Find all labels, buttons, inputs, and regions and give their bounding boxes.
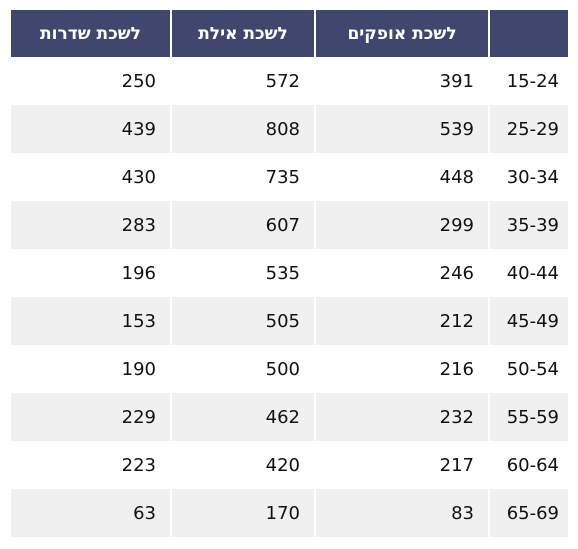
cell-sderot: 283 <box>11 201 171 249</box>
table-header-row: לשכת שדרות לשכת אילת לשכת אופקים <box>11 10 568 57</box>
cell-eilat: 572 <box>171 57 315 105</box>
column-header-age-range <box>489 10 568 57</box>
table-row: 196 535 246 40-44 <box>11 249 568 297</box>
cell-eilat: 170 <box>171 489 315 537</box>
table-row: 283 607 299 35-39 <box>11 201 568 249</box>
cell-ofakim: 83 <box>315 489 489 537</box>
cell-eilat: 735 <box>171 153 315 201</box>
table-body: 250 572 391 15-24 439 808 539 25-29 430 735 448 30-… <box>11 57 568 537</box>
table-row: 223 420 217 60-64 <box>11 441 568 489</box>
cell-eilat: 505 <box>171 297 315 345</box>
row-label-age-range: 25-29 <box>489 105 568 153</box>
cell-sderot: 229 <box>11 393 171 441</box>
cell-sderot: 63 <box>11 489 171 537</box>
data-table-container: לשכת שדרות לשכת אילת לשכת אופקים 250 572 3… <box>11 10 568 537</box>
table-row: 190 500 216 50-54 <box>11 345 568 393</box>
cell-sderot: 439 <box>11 105 171 153</box>
cell-ofakim: 539 <box>315 105 489 153</box>
cell-eilat: 607 <box>171 201 315 249</box>
cell-ofakim: 448 <box>315 153 489 201</box>
table-row: 430 735 448 30-34 <box>11 153 568 201</box>
column-header-eilat: לשכת אילת <box>171 10 315 57</box>
cell-sderot: 196 <box>11 249 171 297</box>
cell-eilat: 808 <box>171 105 315 153</box>
row-label-age-range: 55-59 <box>489 393 568 441</box>
cell-sderot: 153 <box>11 297 171 345</box>
table-row: 250 572 391 15-24 <box>11 57 568 105</box>
cell-sderot: 250 <box>11 57 171 105</box>
cell-ofakim: 217 <box>315 441 489 489</box>
cell-ofakim: 246 <box>315 249 489 297</box>
cell-eilat: 420 <box>171 441 315 489</box>
cell-eilat: 535 <box>171 249 315 297</box>
row-label-age-range: 15-24 <box>489 57 568 105</box>
row-label-age-range: 60-64 <box>489 441 568 489</box>
row-label-age-range: 30-34 <box>489 153 568 201</box>
cell-eilat: 462 <box>171 393 315 441</box>
cell-ofakim: 232 <box>315 393 489 441</box>
column-header-sderot: לשכת שדרות <box>11 10 171 57</box>
cell-sderot: 190 <box>11 345 171 393</box>
row-label-age-range: 45-49 <box>489 297 568 345</box>
row-label-age-range: 50-54 <box>489 345 568 393</box>
cell-sderot: 430 <box>11 153 171 201</box>
cell-eilat: 500 <box>171 345 315 393</box>
cell-ofakim: 216 <box>315 345 489 393</box>
column-header-ofakim: לשכת אופקים <box>315 10 489 57</box>
row-label-age-range: 65-69 <box>489 489 568 537</box>
cell-sderot: 223 <box>11 441 171 489</box>
cell-ofakim: 391 <box>315 57 489 105</box>
row-label-age-range: 35-39 <box>489 201 568 249</box>
table-row: 229 462 232 55-59 <box>11 393 568 441</box>
row-label-age-range: 40-44 <box>489 249 568 297</box>
table-row: 153 505 212 45-49 <box>11 297 568 345</box>
cell-ofakim: 299 <box>315 201 489 249</box>
data-table: לשכת שדרות לשכת אילת לשכת אופקים 250 572 3… <box>11 10 568 537</box>
table-row: 439 808 539 25-29 <box>11 105 568 153</box>
cell-ofakim: 212 <box>315 297 489 345</box>
table-row: 63 170 83 65-69 <box>11 489 568 537</box>
